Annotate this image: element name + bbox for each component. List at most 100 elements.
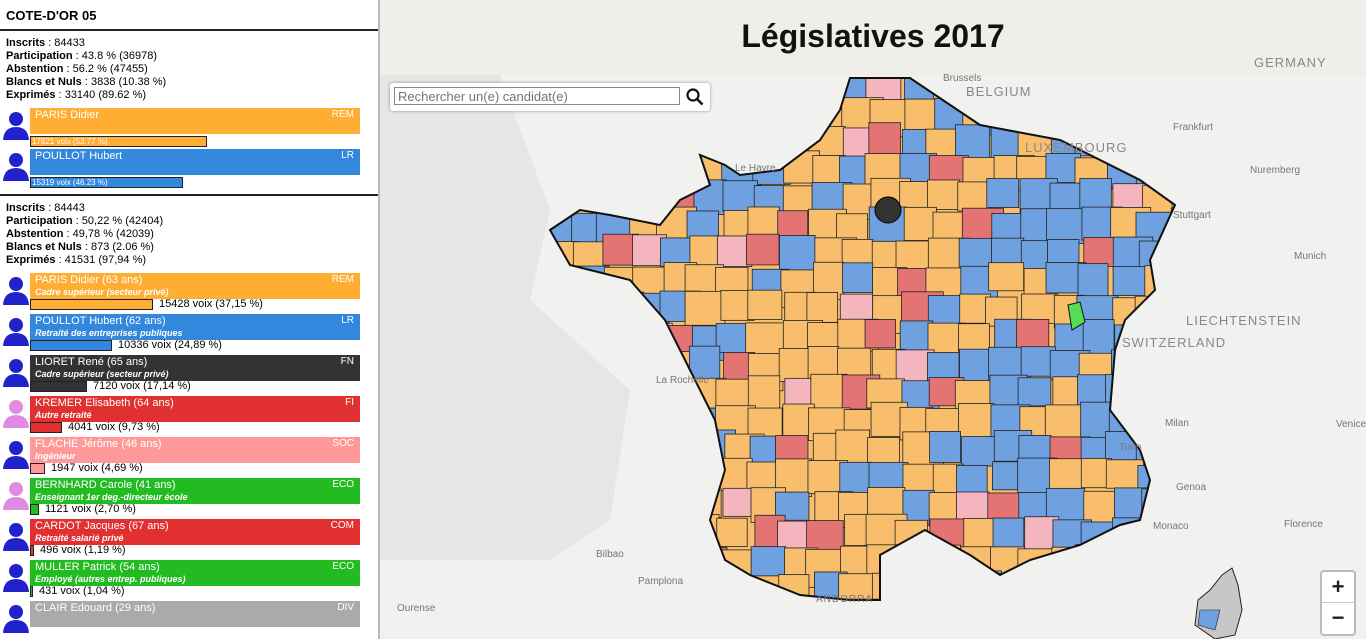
country-label: LIECHTENSTEIN [1186, 313, 1302, 328]
district[interactable] [747, 206, 780, 238]
district[interactable] [1105, 459, 1145, 489]
district[interactable] [864, 319, 896, 349]
district[interactable] [958, 237, 993, 269]
district[interactable] [957, 181, 993, 212]
search-box [390, 83, 710, 111]
vote-count: 4041 voix (9,73 %) [68, 421, 160, 433]
candidate-row[interactable]: KREMER Elisabeth (64 ans) FI Autre retrait… [0, 396, 378, 437]
person-icon [3, 400, 29, 428]
district[interactable] [956, 491, 990, 522]
search-input[interactable] [394, 87, 680, 105]
map-canvas[interactable] [380, 0, 1366, 639]
stat-label: Abstention [6, 63, 64, 75]
candidate-header: LIORET René (65 ans) FN Cadre supérieur (s… [30, 355, 360, 381]
party-label: SOC [332, 438, 354, 449]
district[interactable] [986, 178, 1020, 208]
district[interactable] [867, 437, 900, 467]
sea-area [380, 75, 630, 560]
city-label: Brussels [943, 73, 982, 84]
stat-value: : 84433 [45, 37, 85, 49]
district[interactable] [839, 461, 872, 497]
corsica-district[interactable] [1197, 609, 1221, 631]
district[interactable] [1082, 319, 1115, 356]
candidate-row[interactable]: POULLOT Hubert LR 15319 voix (46.23 %) [0, 149, 378, 190]
district[interactable] [715, 378, 751, 410]
district[interactable] [929, 431, 961, 463]
person-icon [3, 482, 29, 510]
district[interactable] [1016, 319, 1050, 351]
district[interactable] [988, 262, 1025, 292]
city-label: Genoa [1176, 482, 1207, 493]
district[interactable] [1044, 404, 1083, 441]
district[interactable] [927, 179, 960, 210]
district[interactable] [903, 206, 937, 241]
district[interactable] [1077, 263, 1109, 299]
district[interactable] [745, 322, 787, 356]
district[interactable] [716, 517, 748, 547]
search-icon[interactable] [686, 88, 704, 106]
vote-count: 15319 voix (46.23 %) [32, 178, 108, 187]
district[interactable] [747, 289, 783, 321]
candidate-row[interactable]: LIORET René (65 ans) FN Cadre supérieur (s… [0, 355, 378, 396]
district[interactable] [689, 345, 721, 379]
zoom-in-button[interactable]: + [1322, 572, 1354, 603]
candidate-name: KREMER Elisabeth (64 ans) [35, 397, 174, 409]
district[interactable] [1045, 487, 1086, 523]
stat-row: Exprimés : 41531 (97,94 %) [6, 254, 372, 267]
paris-districts[interactable] [874, 196, 902, 224]
candidate-row[interactable]: POULLOT Hubert (62 ans) LR Retraité des en… [0, 314, 378, 355]
district[interactable] [868, 122, 901, 155]
district[interactable] [684, 290, 726, 326]
district[interactable] [1046, 207, 1085, 244]
district[interactable] [958, 403, 995, 440]
zoom-out-button[interactable]: − [1331, 605, 1345, 630]
district[interactable] [779, 235, 816, 272]
party-label: DIV [337, 602, 354, 613]
candidate-name: CLAIR Edouard (29 ans) [35, 602, 156, 614]
vote-share-bar [30, 586, 33, 597]
candidate-occupation: Ingénieur [35, 451, 76, 461]
candidate-row[interactable]: PARIS Didier REM 17821 voix (53.77 %) [0, 108, 378, 149]
district-title: COTE-D'OR 05 [0, 0, 378, 31]
district[interactable] [838, 573, 877, 612]
district[interactable] [722, 487, 756, 517]
district[interactable] [992, 517, 1025, 548]
district[interactable] [660, 237, 695, 267]
map-view[interactable]: Législatives 2017 BELGIUM LUXEMBOURG GER… [380, 0, 1366, 639]
district[interactable] [1017, 377, 1052, 407]
district[interactable] [746, 233, 780, 266]
stat-row: Exprimés : 33140 (89.62 %) [6, 89, 372, 102]
candidate-row[interactable]: CLAIR Edouard (29 ans) DIV [0, 601, 378, 639]
party-label: FN [340, 356, 354, 367]
candidate-occupation: Employé (autres entrep. publiques) [35, 574, 186, 584]
district[interactable] [1020, 346, 1056, 377]
district[interactable] [958, 323, 990, 353]
candidate-row[interactable]: MULLER Patrick (54 ans) ECO Employé (autre… [0, 560, 378, 601]
candidate-header: BERNHARD Carole (41 ans) ECO Enseignant 1e… [30, 478, 360, 504]
candidate-row[interactable]: CARDOT Jacques (67 ans) COM Retraité salar… [0, 519, 378, 560]
district[interactable] [842, 262, 874, 293]
district[interactable] [1021, 293, 1059, 324]
district[interactable] [722, 180, 759, 212]
party-label: COM [330, 520, 354, 531]
district[interactable] [835, 429, 870, 466]
district[interactable] [867, 487, 906, 516]
candidate-occupation: Cadre supérieur (secteur privé) [35, 369, 169, 379]
district[interactable] [806, 292, 839, 323]
district[interactable] [810, 373, 848, 411]
stat-value: : 49,78 % (42039) [63, 228, 154, 240]
district[interactable] [1083, 237, 1115, 267]
candidate-header: PARIS Didier (63 ans) REM Cadre supérieur … [30, 273, 360, 299]
candidate-name: BERNHARD Carole (41 ans) [35, 479, 176, 491]
stat-value: : 873 (2.06 %) [81, 241, 154, 253]
district[interactable] [1049, 458, 1082, 490]
party-label: ECO [332, 479, 354, 490]
candidate-name: PARIS Didier [35, 109, 99, 121]
candidate-row[interactable]: BERNHARD Carole (41 ans) ECO Enseignant 1e… [0, 478, 378, 519]
highlighted-district[interactable] [1067, 301, 1086, 331]
round1-candidates: PARIS Didier (63 ans) REM Cadre supérieur … [0, 273, 378, 639]
candidate-row[interactable]: FLACHE Jérôme (46 ans) SOC Ingénieur 1947 v… [0, 437, 378, 478]
district[interactable] [899, 320, 934, 352]
district[interactable] [807, 346, 840, 379]
candidate-row[interactable]: PARIS Didier (63 ans) REM Cadre supérieur … [0, 273, 378, 314]
